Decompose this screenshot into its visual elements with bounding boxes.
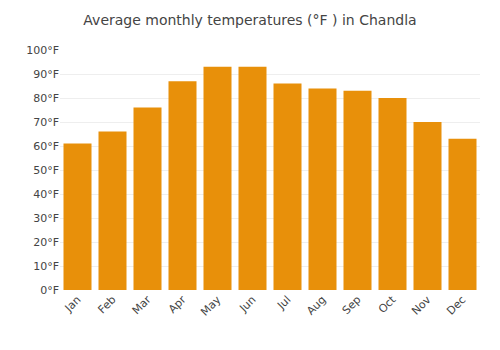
svg-text:Aug: Aug	[304, 293, 328, 317]
svg-text:50°F: 50°F	[33, 164, 59, 177]
svg-text:60°F: 60°F	[33, 140, 59, 153]
svg-text:May: May	[198, 293, 224, 319]
svg-text:10°F: 10°F	[33, 260, 59, 273]
svg-text:Feb: Feb	[96, 293, 119, 316]
svg-text:90°F: 90°F	[33, 68, 59, 81]
svg-text:Apr: Apr	[166, 293, 189, 316]
svg-text:Jul: Jul	[274, 293, 293, 312]
svg-text:20°F: 20°F	[33, 236, 59, 249]
svg-text:40°F: 40°F	[33, 188, 59, 201]
svg-text:Average monthly temperatures (: Average monthly temperatures (°F ) in Ch…	[83, 12, 416, 28]
svg-text:Jun: Jun	[236, 293, 258, 315]
svg-text:Oct: Oct	[376, 293, 399, 316]
svg-text:0°F: 0°F	[40, 284, 59, 297]
svg-text:Jan: Jan	[62, 293, 84, 315]
svg-text:100°F: 100°F	[26, 44, 59, 57]
svg-text:70°F: 70°F	[33, 116, 59, 129]
svg-text:Dec: Dec	[444, 293, 468, 317]
svg-text:80°F: 80°F	[33, 92, 59, 105]
svg-text:Mar: Mar	[130, 293, 154, 317]
svg-text:Nov: Nov	[409, 293, 434, 318]
svg-text:30°F: 30°F	[33, 212, 59, 225]
svg-text:Sep: Sep	[340, 293, 364, 317]
